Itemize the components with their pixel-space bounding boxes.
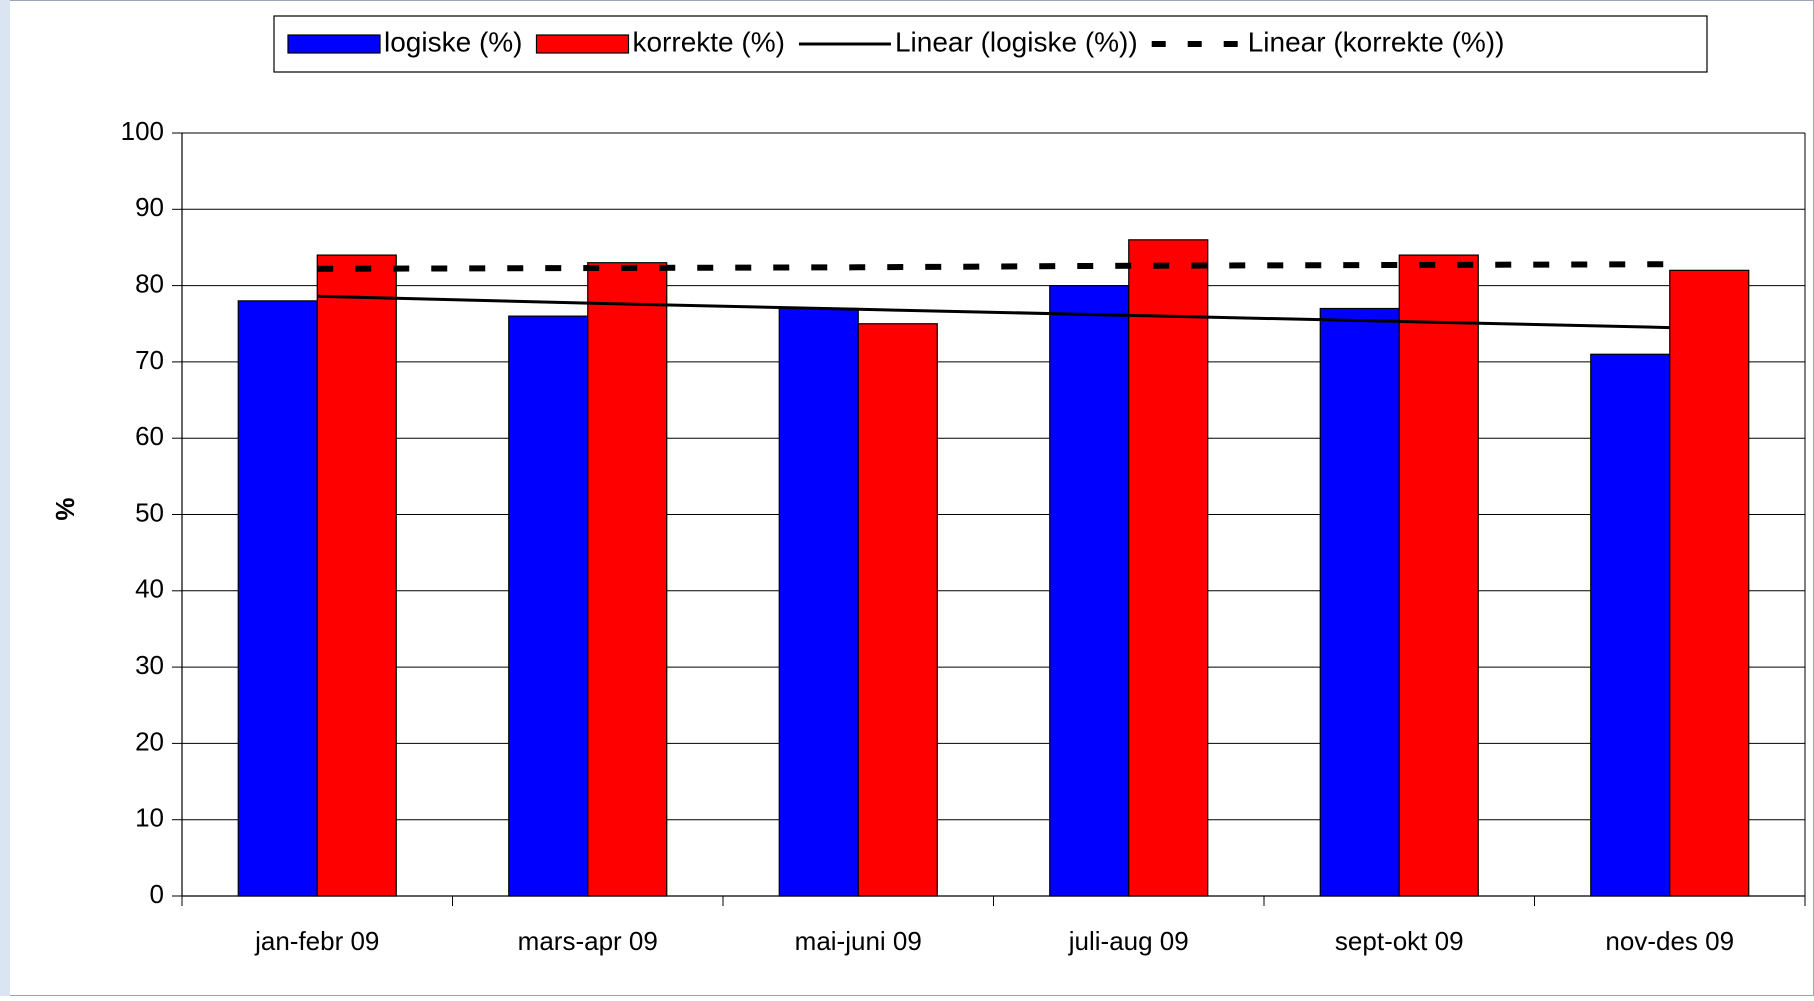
bar [1590,353,1671,897]
bar [778,307,859,897]
y-tick-label: 0 [150,879,164,909]
bar [316,254,397,897]
y-tick-label: 10 [135,803,164,833]
bar [237,300,318,897]
legend-box [273,15,1708,73]
trend-line [317,294,1670,330]
y-axis-label: % [50,497,80,520]
bar [1398,254,1479,897]
y-tick-label: 40 [135,574,164,604]
side-strip [0,0,10,996]
bar [1669,269,1750,897]
bar [1319,307,1400,897]
x-tick-label: jan-febr 09 [254,926,379,956]
legend-label: Linear (logiske (%)) [895,26,1138,57]
x-tick-label: mars-apr 09 [518,926,658,956]
x-tick-label: mai-juni 09 [795,926,922,956]
legend-label: logiske (%) [384,26,522,57]
y-tick-label: 100 [121,116,164,146]
bar [857,323,938,897]
y-tick-label: 80 [135,268,164,298]
y-tick-label: 30 [135,650,164,680]
bar [508,315,589,897]
y-tick-label: 50 [135,497,164,527]
y-tick-label: 90 [135,192,164,222]
bar [587,262,668,897]
legend-label: Linear (korrekte (%)) [1248,26,1505,57]
x-tick-label: sept-okt 09 [1335,926,1464,956]
y-tick-label: 60 [135,421,164,451]
legend-swatch [535,34,630,54]
x-tick-label: nov-des 09 [1605,926,1734,956]
legend-label: korrekte (%) [632,26,784,57]
bar [1128,239,1209,897]
y-tick-label: 70 [135,345,164,375]
legend-swatch [287,34,381,54]
bar [1049,285,1130,897]
y-tick-label: 20 [135,726,164,756]
x-tick-label: juli-aug 09 [1068,926,1189,956]
